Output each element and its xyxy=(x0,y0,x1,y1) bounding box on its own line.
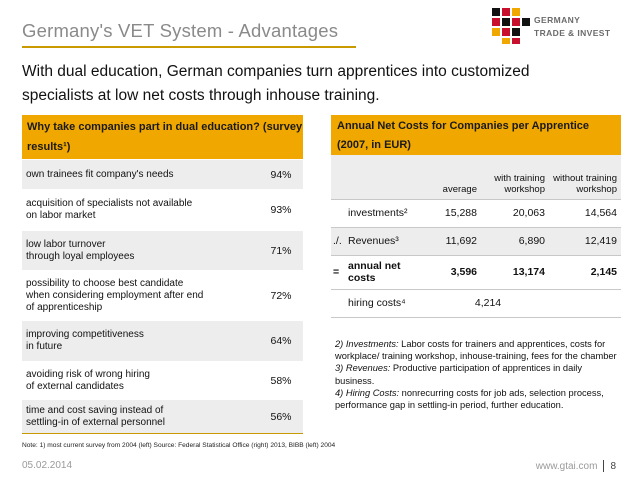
table-row: possibility to choose best candidate whe… xyxy=(22,270,303,320)
operator xyxy=(331,198,348,227)
table-row: investments² 15,288 20,063 14,564 xyxy=(331,198,621,227)
cell-hiring: 4,214 xyxy=(428,288,548,318)
explanations: 2) Investments: Labor costs for trainers… xyxy=(335,338,617,411)
cell-without: 12,419 xyxy=(548,226,621,255)
cell-with: 6,890 xyxy=(480,226,548,255)
reason-text: possibility to choose best candidate whe… xyxy=(26,277,204,313)
cell-average: 15,288 xyxy=(428,198,480,227)
gtai-logo: GERMANY TRADE & INVEST xyxy=(490,6,630,50)
explanation-text: nonrecurring costs for job ads, selectio… xyxy=(335,387,604,411)
row-label: annual net costs xyxy=(348,254,428,289)
page-number: 8 xyxy=(610,460,616,472)
cost-table: average with training workshop without t… xyxy=(331,155,621,318)
title-underline xyxy=(22,46,356,48)
cell-average: 11,692 xyxy=(428,226,480,255)
cell-without: 2,145 xyxy=(548,254,621,289)
row-label: Revenues³ xyxy=(348,226,428,255)
explanation-item: 4) Hiring Costs: nonrecurring costs for … xyxy=(335,387,617,411)
percent-value: 94% xyxy=(270,168,292,181)
survey-table: Why take companies part in dual educatio… xyxy=(22,115,303,434)
logo-text-line1: GERMANY xyxy=(534,15,581,25)
column-header-with-workshop: with training workshop xyxy=(480,155,548,199)
percent-value: 64% xyxy=(270,335,292,347)
table-row: ./. Revenues³ 11,692 6,890 12,419 xyxy=(331,226,621,255)
footer-right: www.gtai.com 8 xyxy=(536,460,616,472)
reason-text: improving competitiveness in future xyxy=(26,329,144,352)
explanation-text: Labor costs for trainers and apprentices… xyxy=(335,339,617,362)
table-divider xyxy=(22,433,303,434)
table-row: hiring costs⁴ 4,214 xyxy=(331,288,621,318)
table-row: improving competitiveness in future 64% xyxy=(22,320,303,361)
explanation-item: 3) Revenues: Productive participation of… xyxy=(335,362,617,386)
slide-subtitle: With dual education, German companies tu… xyxy=(22,63,530,104)
table-row: avoiding risk of wrong hiring of externa… xyxy=(22,361,303,399)
explanation-term: 4) Hiring Costs: xyxy=(335,387,400,398)
reason-text: low labor turnover through loyal employe… xyxy=(26,238,135,262)
footer-date: 05.02.2014 xyxy=(22,460,73,471)
reason-text: time and cost saving instead of settling… xyxy=(26,404,165,428)
percent-value: 58% xyxy=(270,374,292,387)
cost-table-header-row: average with training workshop without t… xyxy=(331,155,621,199)
table-row: time and cost saving instead of settling… xyxy=(22,399,303,433)
row-label: investments² xyxy=(348,198,428,227)
explanation-item: 2) Investments: Labor costs for trainers… xyxy=(335,338,617,362)
column-header-average: average xyxy=(428,155,480,199)
cost-table-heading: Annual Net Costs for Companies per Appre… xyxy=(331,115,621,155)
footer-divider xyxy=(603,460,605,472)
table-row: = annual net costs 3,596 13,174 2,145 xyxy=(331,254,621,289)
flag-cube-icon xyxy=(492,8,530,44)
survey-table-heading: Why take companies part in dual educatio… xyxy=(22,115,303,159)
reason-text: avoiding risk of wrong hiring of externa… xyxy=(26,368,150,392)
explanation-term: 3) Revenues: xyxy=(335,363,391,374)
cell-with: 13,174 xyxy=(480,254,548,289)
column-header-without-workshop: without training workshop xyxy=(548,155,621,199)
page-title: Germany's VET System - Advantages xyxy=(22,20,339,41)
footnote: Note: 1) most current survey from 2004 (… xyxy=(22,442,336,449)
cell-without: 14,564 xyxy=(548,198,621,227)
table-row: own trainees fit company's needs 94% xyxy=(22,159,303,189)
percent-value: 56% xyxy=(270,410,292,423)
reason-text: own trainees fit company's needs xyxy=(26,168,174,180)
table-row: low labor turnover through loyal employe… xyxy=(22,230,303,270)
operator: ./. xyxy=(331,226,348,255)
cell-with: 20,063 xyxy=(480,198,548,227)
footer-url[interactable]: www.gtai.com xyxy=(535,460,598,472)
row-label: hiring costs⁴ xyxy=(348,288,428,318)
explanation-text: Productive participation of apprentices … xyxy=(335,363,583,386)
reason-text: acquisition of specialists not available… xyxy=(26,198,193,221)
percent-value: 93% xyxy=(270,204,292,216)
table-row: acquisition of specialists not available… xyxy=(22,189,303,230)
operator: = xyxy=(331,254,348,289)
logo-text-line2: TRADE & INVEST xyxy=(534,28,611,38)
percent-value: 71% xyxy=(270,244,292,257)
cell-average: 3,596 xyxy=(428,254,480,289)
explanation-term: 2) Investments: xyxy=(335,339,399,349)
percent-value: 72% xyxy=(270,289,292,302)
